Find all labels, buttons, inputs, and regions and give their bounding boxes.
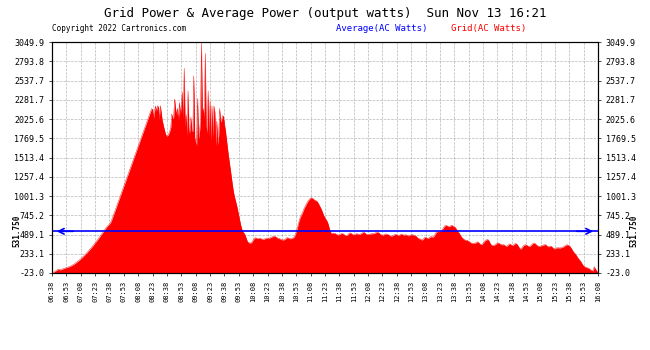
Text: Average(AC Watts): Average(AC Watts) — [336, 24, 427, 33]
Text: 531.750: 531.750 — [629, 215, 638, 247]
Text: Grid Power & Average Power (output watts)  Sun Nov 13 16:21: Grid Power & Average Power (output watts… — [104, 7, 546, 20]
Text: 531.750: 531.750 — [12, 215, 21, 247]
Text: Grid(AC Watts): Grid(AC Watts) — [450, 24, 526, 33]
Text: Copyright 2022 Cartronics.com: Copyright 2022 Cartronics.com — [52, 24, 186, 33]
